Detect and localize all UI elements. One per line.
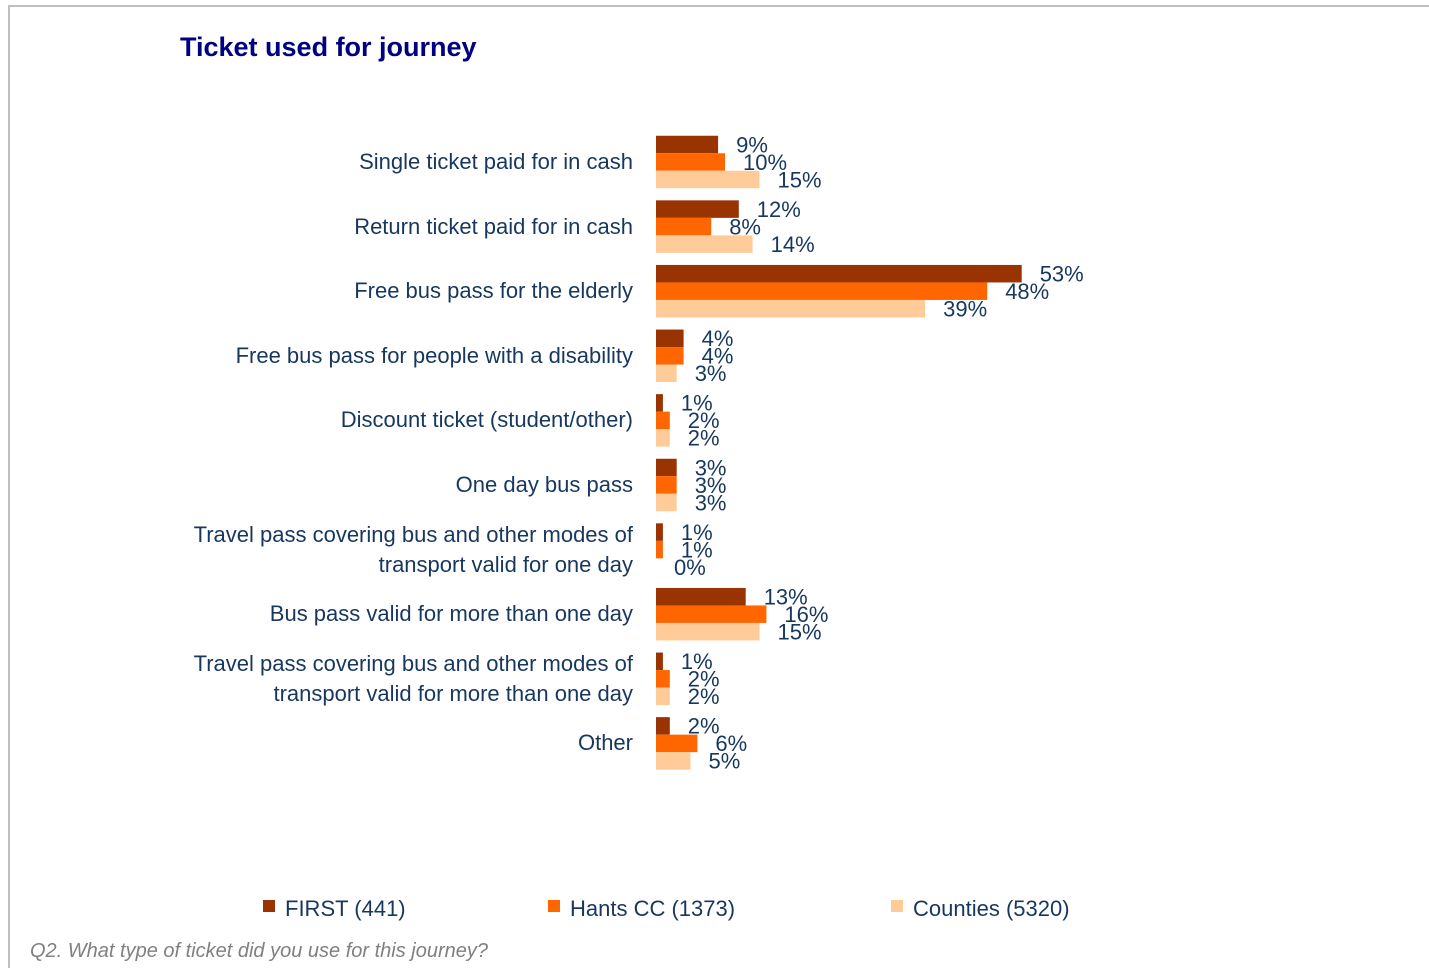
bar [656,687,670,706]
legend-label: Hants CC (1373) [570,896,735,921]
frame [8,5,1429,968]
category-label: Other [577,730,633,756]
value-label: 39% [943,297,987,322]
bar [656,429,670,447]
legend-label: Counties (5320) [913,896,1070,921]
category-label: Free bus pass for the elderly [354,278,633,304]
value-label: 2% [688,426,720,451]
bar [656,347,684,365]
category-label: One day bus pass [455,472,633,497]
value-label: 16% [784,602,828,627]
bar [656,264,1022,283]
bar [656,329,684,348]
value-label: 2% [688,667,720,692]
value-label: 8% [729,214,761,239]
value-label: 9% [736,132,768,157]
value-label: 14% [771,232,815,257]
legend-swatch [263,900,275,912]
value-label: 1% [681,537,713,562]
bar [656,734,698,753]
bar [656,135,719,154]
bar [656,587,746,606]
value-label: 2% [688,714,720,739]
value-label: 1% [681,520,713,545]
bar [656,282,988,300]
category-label: Travel pass covering bus and other modes… [193,521,633,577]
footnote: Q2. What type of ticket did you use for … [30,940,489,962]
bar [656,411,670,430]
value-label: 3% [695,361,727,386]
value-label: 53% [1040,262,1084,287]
bar [656,605,767,623]
bar [656,200,739,218]
value-label: 3% [695,455,727,480]
value-label: 48% [1005,279,1049,304]
bar [656,458,677,477]
category-label: Free bus pass for people with a disabili… [235,342,633,368]
value-label: 2% [688,408,720,433]
bar [656,217,712,236]
value-label: 4% [702,344,734,369]
legend-label: FIRST (441) [285,896,406,921]
bar [656,476,677,494]
bar [656,652,663,671]
value-label: 0% [674,555,706,580]
bar [656,299,926,318]
value-label: 6% [715,731,747,756]
value-label: 13% [764,585,808,610]
bar [656,717,670,735]
category-label: Travel pass covering bus and other modes… [193,650,633,706]
bar [656,153,725,171]
value-label: 1% [681,649,713,674]
value-label: 2% [688,684,720,709]
value-label: 12% [757,197,801,222]
value-label: 4% [702,326,734,351]
bar [656,523,663,541]
category-label: Bus pass valid for more than one day [269,601,633,627]
bar [656,670,670,688]
bar [656,622,760,641]
value-label: 1% [681,391,713,416]
value-label: 3% [695,473,727,498]
value-label: 3% [695,490,727,515]
category-label: Discount ticket (student/other) [340,407,633,433]
value-label: 15% [778,167,822,192]
value-label: 15% [778,620,822,645]
bar [656,170,760,189]
bar [656,394,663,412]
legend-swatch [891,900,903,912]
bar [656,235,753,253]
value-label: 5% [709,749,741,774]
chart-title: Ticket used for journey [180,32,477,62]
bar [656,752,691,770]
bar [656,540,663,559]
bar [656,493,677,512]
value-label: 10% [743,150,787,175]
category-label: Return ticket paid for in cash [354,213,633,239]
legend-swatch [548,900,560,912]
category-label: Single ticket paid for in cash [359,149,633,174]
bar [656,364,677,383]
